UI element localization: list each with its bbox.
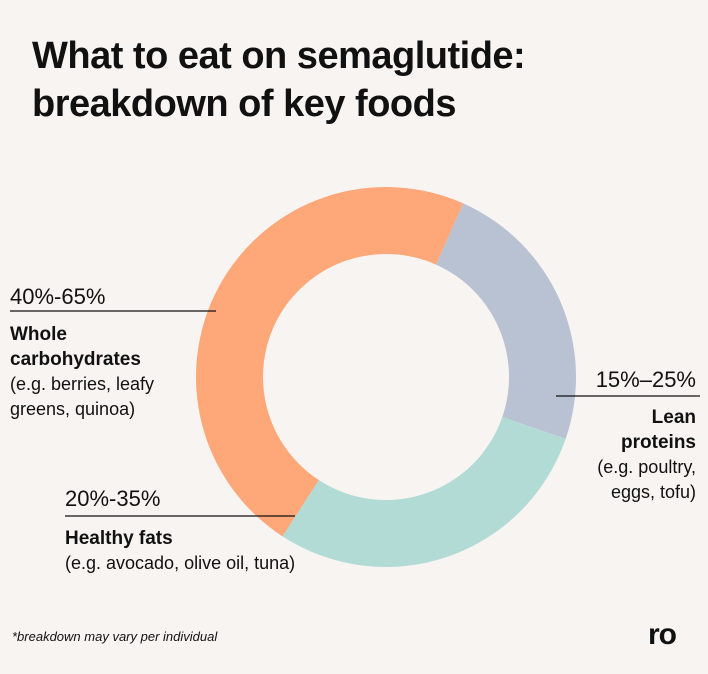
slice-carbohydrates — [195, 186, 464, 537]
donut-slices — [195, 186, 576, 568]
label-carbohydrates: 40%-65% Whole carbohydrates (e.g. berrie… — [10, 284, 154, 422]
brand-logo: ro — [648, 618, 677, 651]
footnote: *breakdown may vary per individual — [12, 629, 218, 644]
proteins-name-line-2: proteins — [621, 432, 696, 453]
title-line-1: What to eat on semaglutide: — [32, 35, 526, 77]
fats-range: 20%-35% — [65, 486, 161, 511]
fats-example-line-1: (e.g. avocado, olive oil, tuna) — [65, 553, 296, 573]
carbohydrates-range: 40%-65% — [10, 284, 106, 309]
proteins-range: 15%–25% — [595, 367, 696, 392]
chart-title: What to eat on semaglutide: breakdown of… — [32, 32, 692, 128]
proteins-name-line-1: Lean — [651, 407, 696, 428]
slice-fats — [282, 417, 566, 568]
carbohydrates-example-line-1: (e.g. berries, leafy — [10, 374, 155, 394]
title-line-2: breakdown of key foods — [32, 83, 456, 125]
carbohydrates-example-line-2: greens, quinoa) — [10, 399, 136, 419]
fats-name-line-1: Healthy fats — [65, 528, 173, 549]
proteins-example-line-2: eggs, tofu) — [610, 482, 696, 502]
carbohydrates-name-line-2: carbohydrates — [10, 349, 141, 370]
proteins-example-line-1: (e.g. poultry, — [597, 457, 696, 477]
label-proteins: 15%–25% Lean proteins (e.g. poultry, egg… — [520, 367, 696, 505]
carbohydrates-name-line-1: Whole — [10, 324, 67, 345]
slice-proteins — [436, 203, 576, 439]
label-fats: 20%-35% Healthy fats (e.g. avocado, oliv… — [65, 486, 295, 576]
